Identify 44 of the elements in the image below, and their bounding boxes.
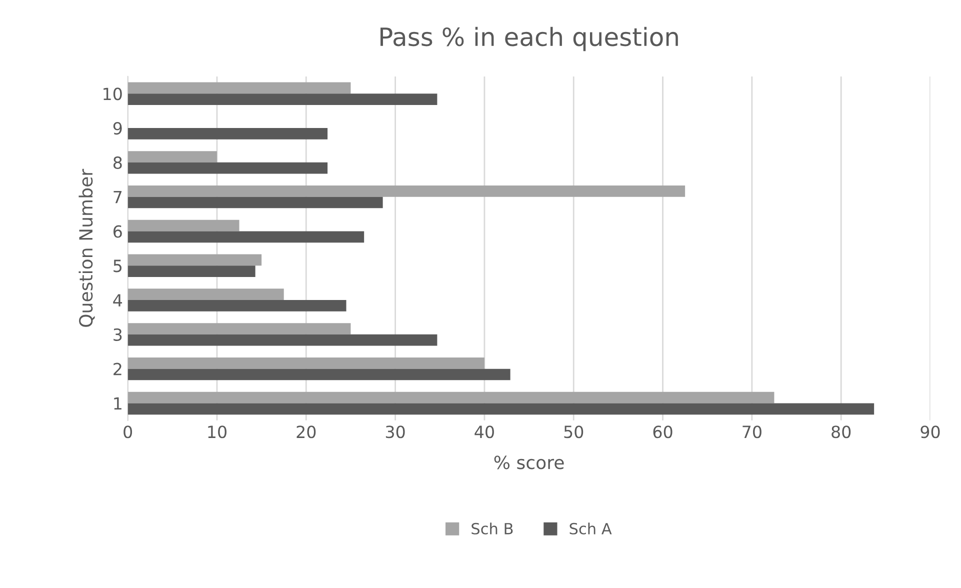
bar — [128, 185, 686, 197]
x-tick-label: 80 — [832, 426, 851, 438]
y-tick-label: 9 — [113, 122, 122, 135]
bar — [128, 403, 874, 415]
bar — [128, 151, 217, 162]
y-tick-label: 8 — [113, 156, 122, 170]
x-tick-label: 90 — [920, 426, 940, 438]
x-tick-label: 50 — [564, 426, 584, 438]
bar — [128, 300, 346, 312]
x-tick-label: 20 — [296, 426, 316, 438]
x-tick-label: 30 — [386, 426, 405, 438]
x-tick-label: 70 — [742, 426, 762, 438]
x-tick-label: 60 — [653, 426, 672, 438]
bar — [128, 323, 351, 334]
bar — [128, 254, 262, 266]
bar — [128, 368, 510, 380]
x-tick-label: 0 — [124, 426, 132, 438]
bar — [128, 266, 256, 277]
bar — [128, 94, 438, 105]
y-tick-label: 6 — [114, 225, 122, 238]
x-tick-label: 40 — [474, 426, 494, 438]
legend-label: Sch A — [570, 522, 612, 534]
bar — [128, 162, 328, 174]
bar — [128, 220, 240, 232]
bar — [128, 334, 438, 346]
bar — [128, 196, 383, 208]
bar — [128, 231, 364, 243]
y-tick-label: 5 — [114, 260, 122, 272]
x-tick-label: 10 — [208, 426, 226, 438]
bar — [128, 128, 328, 140]
bar — [128, 392, 774, 404]
y-tick-label: 2 — [114, 362, 122, 376]
y-tick-label: 7 — [114, 191, 122, 204]
legend-label: Sch B — [472, 522, 513, 534]
bar — [128, 288, 284, 300]
y-tick-label: 4 — [113, 294, 122, 306]
bar — [128, 357, 484, 369]
y-tick-label: 10 — [104, 88, 122, 100]
chart-title: Pass % in each question — [380, 26, 678, 52]
y-tick-label: 3 — [114, 328, 122, 341]
y-axis-title: Question Number — [78, 168, 95, 327]
x-axis-title: % score — [494, 456, 564, 470]
y-tick-label: 1 — [114, 397, 122, 410]
bar — [128, 82, 351, 94]
